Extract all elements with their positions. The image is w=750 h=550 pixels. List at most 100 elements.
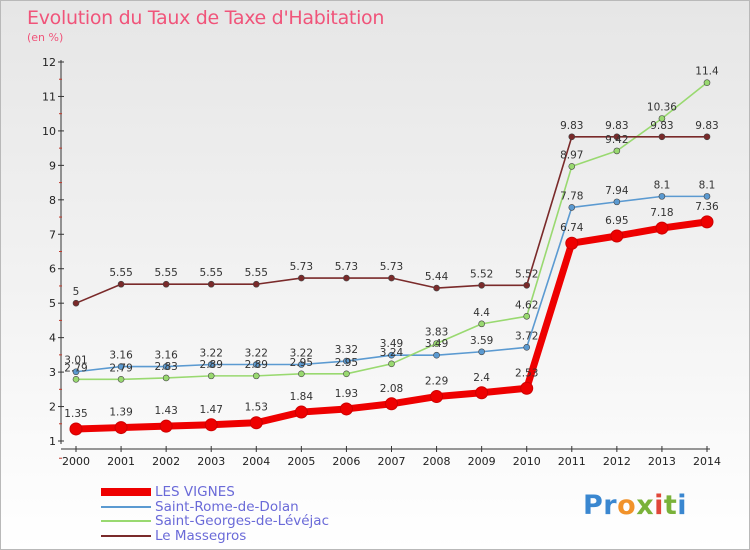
- y-tick-label: 10: [42, 125, 56, 138]
- data-label-saint-rome-de-dolan: 3.01: [64, 355, 87, 367]
- data-label-les-vignes: 1.35: [64, 408, 87, 420]
- data-label-les-vignes: 1.93: [335, 388, 358, 400]
- data-point-saint-georges-de-l-v-jac: [433, 340, 440, 347]
- data-point-les-vignes: [700, 215, 714, 229]
- data-point-le-massegros: [162, 280, 170, 288]
- data-point-le-massegros: [703, 133, 711, 141]
- data-point-saint-georges-de-l-v-jac: [658, 115, 666, 122]
- x-tick-label: 2000: [62, 455, 90, 468]
- data-point-saint-rome-de-dolan: [523, 343, 531, 351]
- legend-swatch: [101, 534, 151, 537]
- data-label-saint-georges-de-l-v-jac: 2.95: [290, 357, 313, 369]
- data-point-saint-rome-de-dolan: [703, 193, 711, 200]
- data-point-les-vignes: [249, 416, 263, 430]
- data-label-saint-rome-de-dolan: 3.16: [109, 350, 133, 362]
- brand-letter: i: [677, 490, 688, 521]
- y-tick-label: 8: [49, 194, 56, 207]
- data-point-saint-rome-de-dolan: [433, 351, 440, 359]
- data-point-saint-georges-de-l-v-jac: [568, 163, 576, 170]
- data-label-saint-rome-de-dolan: 7.78: [560, 190, 583, 202]
- data-point-saint-rome-de-dolan: [162, 363, 170, 370]
- data-point-saint-georges-de-l-v-jac: [523, 312, 531, 320]
- data-label-saint-georges-de-l-v-jac: 3.83: [425, 326, 448, 338]
- data-point-saint-rome-de-dolan: [658, 193, 666, 200]
- data-point-les-vignes: [114, 421, 128, 435]
- brand-letter: t: [663, 490, 678, 521]
- x-tick-label: 2003: [197, 455, 225, 468]
- x-tick-label: 2004: [242, 455, 270, 468]
- data-point-les-vignes: [159, 419, 173, 433]
- data-label-le-massegros: 9.83: [650, 120, 673, 132]
- y-tick-label: 4: [49, 332, 56, 345]
- data-point-le-massegros: [388, 274, 395, 282]
- data-point-les-vignes: [204, 418, 218, 432]
- data-point-saint-georges-de-l-v-jac: [117, 376, 125, 383]
- data-label-saint-georges-de-l-v-jac: 2.89: [200, 359, 223, 371]
- legend-label: LES VIGNES: [155, 484, 235, 500]
- data-point-les-vignes: [520, 381, 534, 395]
- data-point-le-massegros: [523, 281, 531, 289]
- data-point-saint-georges-de-l-v-jac: [388, 360, 395, 368]
- x-tick-label: 2007: [378, 455, 406, 468]
- data-label-le-massegros: 9.83: [695, 120, 718, 132]
- brand-logo: Proxiti: [583, 490, 687, 521]
- brand-letter: r: [603, 490, 618, 521]
- data-label-le-massegros: 9.83: [605, 120, 628, 132]
- data-point-le-massegros: [298, 274, 305, 282]
- data-label-saint-georges-de-l-v-jac: 2.83: [154, 361, 177, 373]
- data-label-le-massegros: 5.55: [245, 267, 268, 279]
- data-point-le-massegros: [658, 133, 666, 141]
- data-label-le-massegros: 5.73: [335, 261, 358, 273]
- data-label-saint-rome-de-dolan: 8.1: [654, 179, 671, 191]
- y-tick-label: 9: [49, 159, 56, 172]
- y-tick-label: 12: [42, 56, 56, 69]
- data-point-saint-rome-de-dolan: [388, 351, 395, 359]
- data-label-le-massegros: 5.52: [470, 268, 493, 280]
- data-label-saint-georges-de-l-v-jac: 4.62: [515, 299, 538, 311]
- data-label-les-vignes: 2.29: [425, 376, 448, 388]
- legend-label: Saint-Rome-de-Dolan: [155, 498, 299, 515]
- data-label-le-massegros: 5.55: [109, 267, 132, 279]
- y-tick-label: 11: [42, 90, 56, 103]
- data-label-le-massegros: 9.83: [560, 120, 583, 132]
- data-label-saint-georges-de-l-v-jac: 2.95: [335, 357, 358, 369]
- brand-letter: P: [583, 490, 604, 521]
- data-point-le-massegros: [478, 281, 485, 289]
- data-label-les-vignes: 1.47: [200, 404, 223, 416]
- data-label-saint-georges-de-l-v-jac: 8.97: [560, 149, 583, 161]
- data-label-saint-rome-de-dolan: 3.22: [245, 348, 268, 360]
- data-point-saint-georges-de-l-v-jac: [298, 370, 305, 378]
- data-point-les-vignes: [610, 229, 624, 243]
- data-label-saint-georges-de-l-v-jac: 10.36: [647, 102, 677, 114]
- data-point-le-massegros: [72, 299, 80, 307]
- data-label-les-vignes: 7.18: [650, 207, 673, 219]
- x-tick-label: 2011: [558, 455, 586, 468]
- data-point-saint-georges-de-l-v-jac: [478, 320, 485, 328]
- data-point-saint-rome-de-dolan: [298, 361, 305, 368]
- data-label-les-vignes: 1.39: [109, 407, 132, 419]
- x-tick-label: 2001: [107, 455, 135, 468]
- data-point-les-vignes: [430, 390, 444, 404]
- data-label-le-massegros: 5.52: [515, 268, 538, 280]
- data-label-saint-rome-de-dolan: 8.1: [699, 179, 716, 191]
- data-point-saint-georges-de-l-v-jac: [72, 376, 80, 383]
- x-tick-label: 2005: [287, 455, 315, 468]
- data-point-le-massegros: [613, 133, 621, 141]
- data-label-le-massegros: 5.55: [154, 267, 177, 279]
- data-point-le-massegros: [568, 133, 576, 141]
- data-point-saint-rome-de-dolan: [207, 361, 215, 368]
- y-tick-label: 2: [49, 401, 56, 414]
- legend-label: Le Massegros: [155, 527, 247, 544]
- data-label-les-vignes: 1.43: [154, 405, 177, 417]
- data-label-les-vignes: 6.95: [605, 215, 628, 227]
- data-point-saint-georges-de-l-v-jac: [207, 372, 215, 380]
- data-label-saint-rome-de-dolan: 7.94: [605, 185, 629, 197]
- data-point-saint-rome-de-dolan: [478, 348, 485, 356]
- data-label-saint-rome-de-dolan: 3.72: [515, 330, 538, 342]
- data-label-les-vignes: 1.84: [290, 391, 314, 403]
- brand-letter: x: [636, 490, 655, 521]
- data-point-saint-georges-de-l-v-jac: [613, 147, 621, 155]
- data-point-saint-georges-de-l-v-jac: [252, 372, 260, 380]
- data-label-saint-rome-de-dolan: 3.16: [154, 350, 178, 362]
